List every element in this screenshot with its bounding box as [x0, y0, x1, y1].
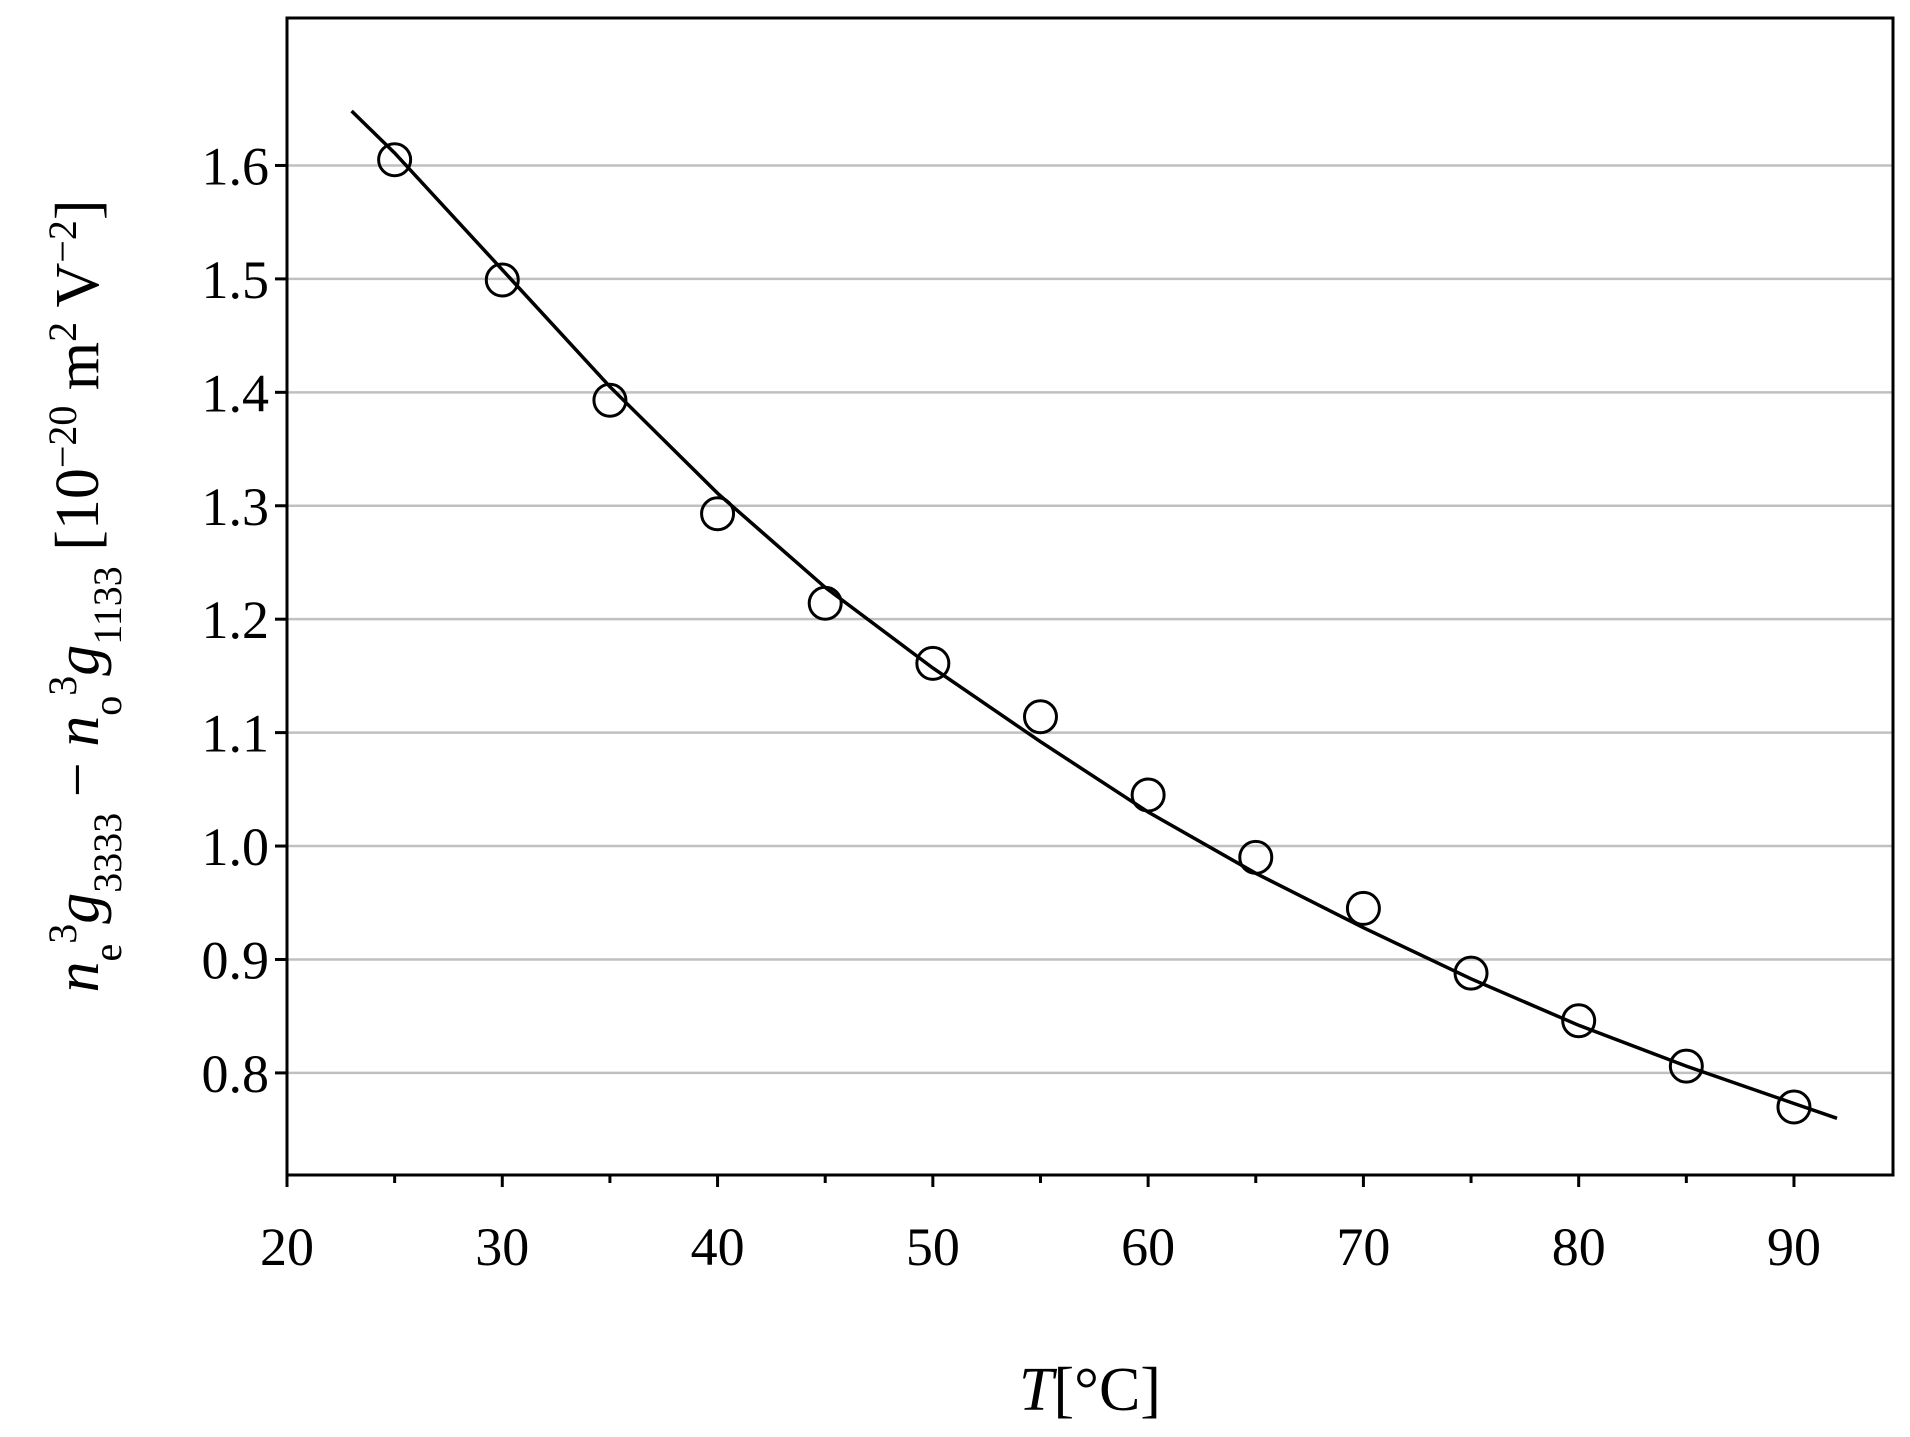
data-point: [700, 496, 736, 532]
y-tick-label: 1.3: [202, 477, 270, 537]
y-label-unit-m-sup: 2: [40, 322, 85, 342]
data-point: [1561, 1003, 1597, 1039]
y-axis-label: ne3g3333 − no3g1133 [10−20 m2 V−2]: [40, 199, 130, 992]
data-point: [1022, 699, 1058, 735]
y-tick-label: 1.2: [202, 590, 270, 650]
plot-area-frame: [285, 16, 1895, 1177]
axis-ticks: [275, 163, 1796, 1187]
x-axis-unit: [°C]: [1054, 1356, 1161, 1424]
y-label-unit-close: ]: [44, 199, 112, 220]
data-point: [484, 262, 520, 298]
y-label-unit-v-sup: −2: [40, 220, 85, 263]
data-point: [1776, 1089, 1812, 1125]
y-tick-label: 1.6: [202, 136, 270, 196]
data-point: [1668, 1048, 1704, 1084]
y-label-n-e: n: [44, 962, 112, 993]
y-tick-label: 1.1: [202, 704, 270, 764]
gridlines: [287, 164, 1893, 1075]
y-label-g2: g: [44, 645, 112, 676]
x-tick-label: 20: [260, 1217, 314, 1277]
x-tick-label: 60: [1121, 1217, 1175, 1277]
y-tick-label: 0.8: [202, 1044, 270, 1104]
data-point: [1345, 890, 1381, 926]
data-point: [807, 585, 843, 621]
y-label-n-o-sup: 3: [40, 676, 85, 696]
y-label-g1: g: [44, 893, 112, 924]
y-tick-label: 0.9: [202, 930, 270, 990]
y-label-n-o-sub: o: [85, 696, 130, 716]
x-tick-label: 40: [691, 1217, 745, 1277]
data-points: [377, 142, 1812, 1125]
data-point: [1238, 839, 1274, 875]
x-tick-label: 70: [1336, 1217, 1390, 1277]
data-point: [1453, 955, 1489, 991]
y-label-g1-sub: 3333: [85, 813, 130, 893]
x-tick-label: 90: [1767, 1217, 1821, 1277]
data-point: [377, 142, 413, 178]
y-label-n-e-sup: 3: [40, 924, 85, 944]
y-tick-label: 1.0: [202, 817, 270, 877]
y-label-unit-exp: −20: [40, 406, 85, 469]
x-tick-label: 30: [475, 1217, 529, 1277]
y-label-n-e-sub: e: [85, 944, 130, 962]
y-label-minus: −: [44, 747, 112, 813]
y-label-n-o: n: [44, 716, 112, 747]
y-label-g2-sub: 1133: [85, 566, 130, 645]
x-axis-variable: T: [1019, 1356, 1058, 1424]
y-tick-label: 1.4: [202, 363, 270, 423]
tick-labels: 0.8 0.9 1.0 1.1 1.2 1.3 1.4 1.5 1.6 20 30 40 50 60 70 8…: [202, 136, 1821, 1277]
data-point: [1130, 777, 1166, 813]
fit-curve: [350, 109, 1838, 1120]
y-label-unit-m: m: [44, 342, 112, 406]
x-tick-label: 80: [1552, 1217, 1606, 1277]
x-axis-label: T[°C]: [1019, 1356, 1161, 1424]
data-point: [915, 645, 951, 681]
y-tick-label: 1.5: [202, 250, 270, 310]
y-label-unit-v: V: [44, 262, 112, 321]
y-label-unit-open: [10: [44, 468, 112, 566]
x-tick-label: 50: [906, 1217, 960, 1277]
data-point: [592, 382, 628, 418]
